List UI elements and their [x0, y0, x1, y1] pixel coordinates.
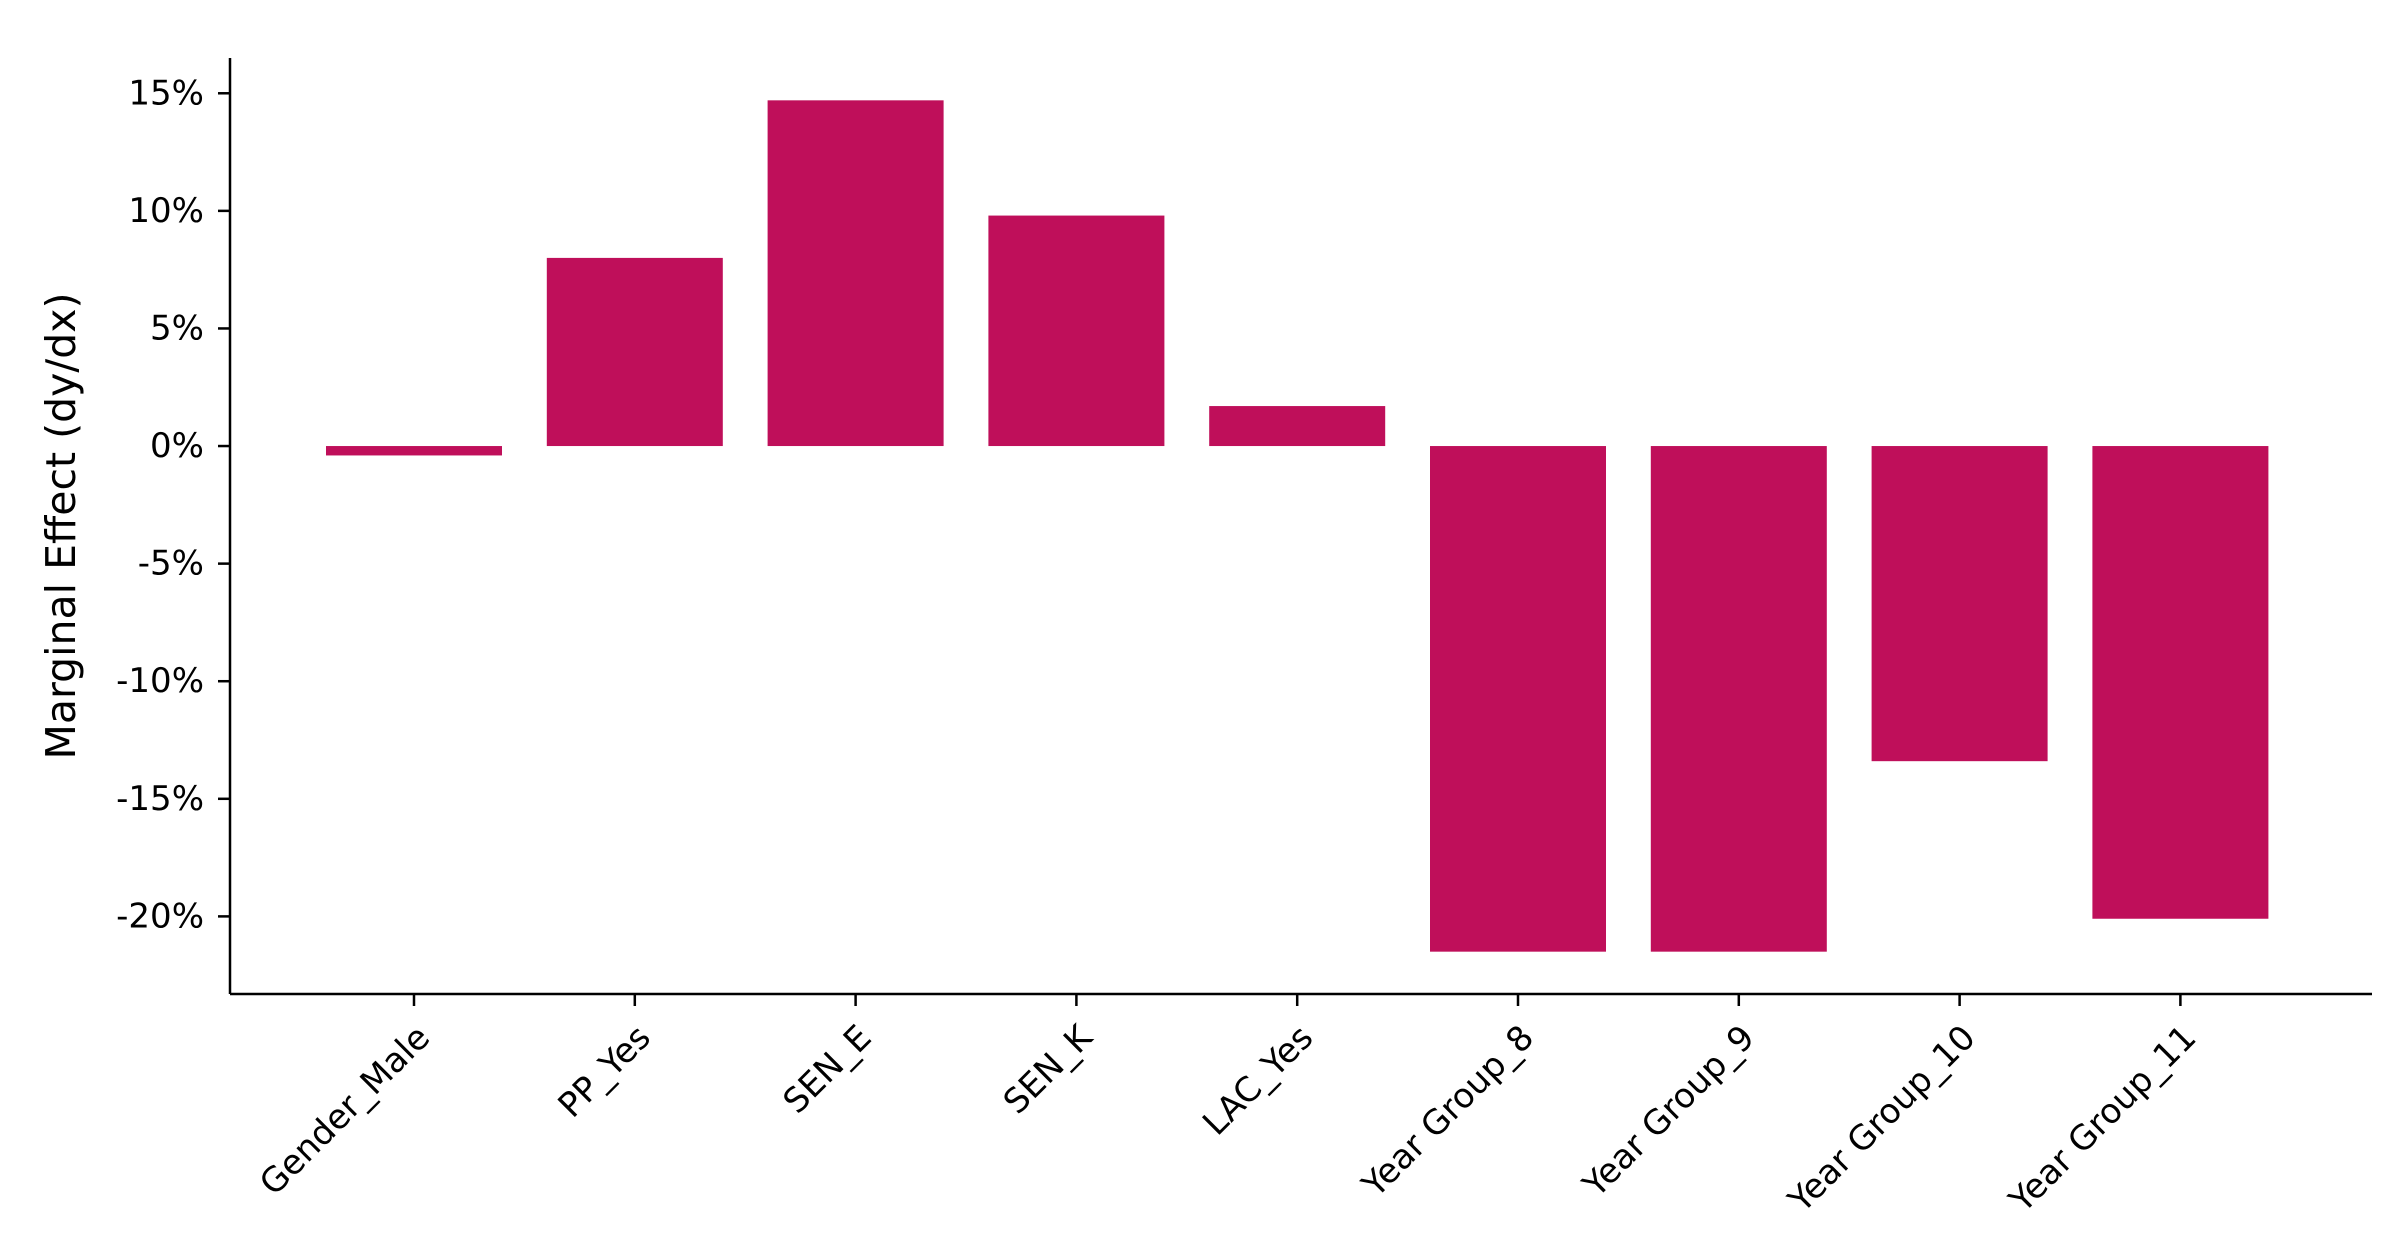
y-tick-label: 0% [150, 426, 204, 466]
y-tick-label: -5% [138, 544, 204, 584]
bar-year-group-8 [1430, 446, 1606, 952]
x-tick-label: Year Group_11 [2001, 1018, 2204, 1221]
x-tick-label: Year Group_9 [1575, 1018, 1763, 1206]
x-tick-label: PP_Yes [551, 1018, 659, 1126]
x-tick-label: Year Group_10 [1780, 1018, 1983, 1221]
y-tick-label: -15% [116, 779, 204, 819]
bar-year-group-9 [1650, 446, 1827, 952]
x-ticks-layer: Gender_Male PP_Yes SEN_E SEN_K LAC_Yes Year G… [252, 994, 2204, 1221]
bar-sen-e [767, 100, 944, 447]
x-tick-label: Gender_Male [252, 1018, 438, 1204]
x-tick-label: Year Group_8 [1354, 1018, 1542, 1206]
bar-year-group-10 [1871, 446, 2048, 762]
bar-sen-k [988, 215, 1165, 447]
y-axis-title: Marginal Effect (dy/dx) [37, 293, 85, 760]
y-tick-label: -10% [116, 661, 204, 701]
y-tick-label: -20% [116, 896, 204, 936]
bar-year-group-11 [2092, 446, 2269, 919]
bar-pp-yes [546, 257, 723, 447]
bars-layer [326, 100, 2269, 952]
axes-layer [228, 58, 2372, 996]
x-tick-label: LAC_Yes [1195, 1018, 1321, 1144]
bar-gender-male [326, 446, 502, 456]
x-tick-label: SEN_E [776, 1018, 880, 1122]
y-tick-label: 5% [150, 308, 204, 348]
x-tick-label: SEN_K [996, 1016, 1102, 1122]
y-tick-label: 10% [128, 191, 204, 231]
bar-lac-yes [1209, 406, 1386, 447]
y-tick-label: 15% [128, 73, 204, 113]
y-ticks-layer: 15% 10% 5% 0% -5% -10% -15% -20% [116, 73, 230, 936]
